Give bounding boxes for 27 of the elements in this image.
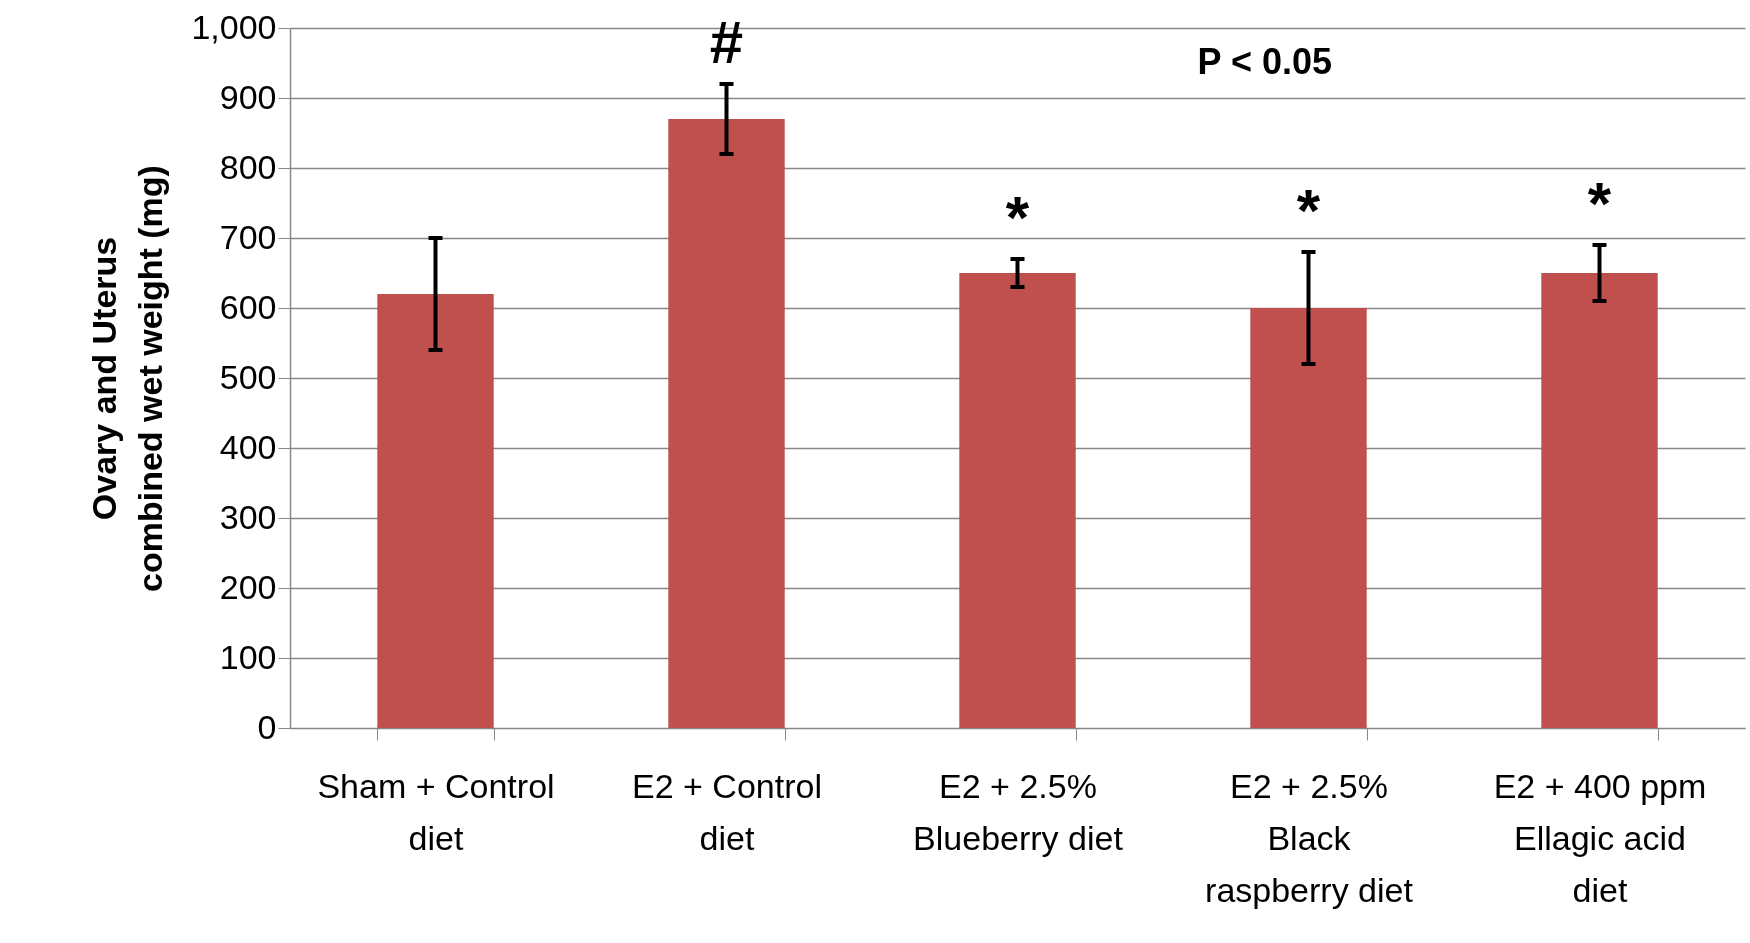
annotation: * (1587, 170, 1612, 237)
annotation: P < 0.05 (1197, 41, 1333, 82)
y-tick-label: 0 (257, 707, 277, 746)
y-tick-label: 700 (219, 217, 277, 256)
x-tick-label: E2 + 2.5% Blueberry diet (913, 766, 1124, 857)
bar (959, 273, 1076, 728)
bar (1250, 308, 1367, 728)
y-tick-label: 600 (219, 287, 277, 326)
bar (1541, 273, 1658, 728)
annotation: * (1296, 177, 1321, 244)
annotation: # (709, 9, 744, 76)
y-tick-label: 300 (219, 497, 277, 536)
bar (668, 119, 785, 728)
y-tick-label: 100 (219, 637, 277, 676)
y-tick-label: 200 (219, 567, 277, 606)
y-tick-label: 900 (219, 77, 277, 116)
x-tick-label: E2 + 2.5% Black raspberry diet (1205, 766, 1414, 909)
x-tick-label: E2 + Control diet (632, 766, 822, 857)
y-axis-title: Ovary and Uterus combined wet weight (mg) (85, 165, 170, 592)
bar (377, 294, 494, 728)
annotation: * (1005, 184, 1030, 251)
x-tick-label: Sham + Control diet (317, 766, 555, 857)
y-tick-label: 500 (219, 357, 277, 396)
y-tick-label: 400 (219, 427, 277, 466)
y-tick-label: 1,000 (191, 7, 277, 46)
x-tick-label: E2 + 400 ppm Ellagic acid diet (1493, 766, 1707, 909)
y-tick-label: 800 (219, 147, 277, 186)
